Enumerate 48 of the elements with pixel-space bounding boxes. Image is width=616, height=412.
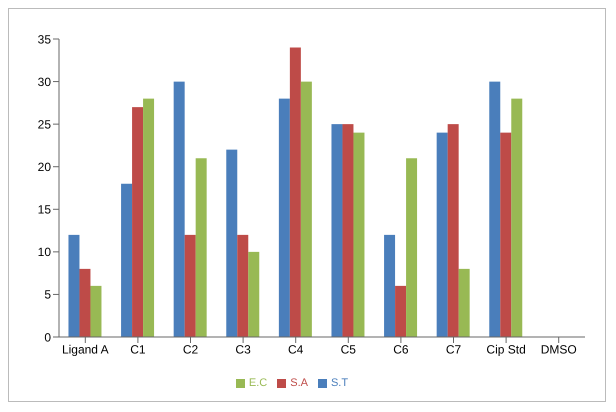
bar (331, 124, 342, 337)
legend-label: E.C (248, 377, 268, 389)
bar (143, 98, 154, 337)
bar (511, 98, 522, 337)
x-tick-label: C1 (130, 342, 146, 357)
legend-label: S.A (290, 377, 308, 389)
bar (132, 107, 144, 337)
bar (436, 132, 448, 337)
x-tick-label: C2 (182, 342, 198, 357)
x-tick-label: C7 (446, 342, 462, 357)
bar (448, 124, 459, 337)
bar (458, 268, 470, 337)
bar (353, 132, 364, 337)
bar (184, 234, 196, 337)
bar (79, 268, 90, 337)
y-tick-label: 5 (44, 288, 52, 302)
bar (226, 150, 238, 337)
bar (406, 158, 418, 337)
bar (290, 48, 301, 337)
y-tick-label: 25 (38, 117, 52, 132)
x-tick-label: Cip Std (486, 342, 526, 357)
x-tick-label: C4 (288, 342, 304, 357)
bar (395, 286, 406, 337)
y-tick-label: 30 (38, 74, 52, 89)
bar (489, 82, 500, 337)
bar (278, 98, 290, 337)
y-tick-label: 10 (38, 245, 52, 260)
bar (121, 184, 132, 337)
bar (68, 234, 80, 337)
x-tick-label: C6 (393, 342, 409, 357)
bar (500, 132, 512, 337)
bar (342, 124, 354, 337)
y-tick-label: 35 (38, 32, 52, 46)
x-tick-label: DMSO (540, 342, 577, 357)
x-tick-label: C5 (340, 342, 356, 357)
bar (300, 82, 312, 337)
x-tick-label: Ligand A (62, 342, 109, 357)
bar (384, 234, 396, 337)
bar (248, 252, 260, 337)
legend-label: S.T (330, 377, 348, 389)
y-tick-label: 15 (38, 202, 52, 217)
y-tick-label: 20 (38, 160, 52, 174)
bar (90, 286, 102, 337)
y-tick-label: 0 (44, 330, 52, 344)
x-tick-label: C3 (235, 342, 252, 357)
bar (237, 234, 248, 337)
bar (196, 158, 207, 337)
bar (174, 82, 185, 337)
